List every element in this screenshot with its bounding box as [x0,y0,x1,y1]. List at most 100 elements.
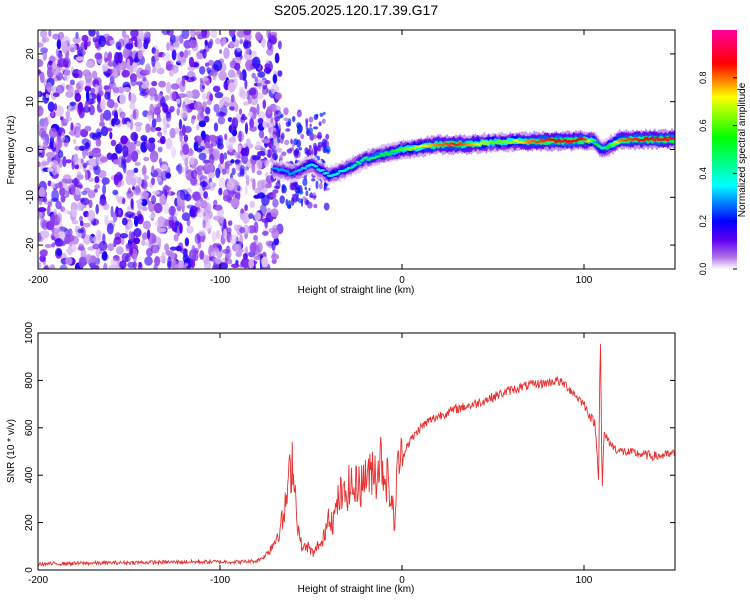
noise-speckle [191,169,198,179]
noise-speckle [95,247,100,258]
noise-speckle [91,153,99,158]
noise-speckle [233,39,240,48]
noise-speckle [202,48,207,59]
noise-speckle [215,230,221,239]
noise-speckle [168,205,177,217]
noise-speckle [38,59,44,68]
noise-speckle [143,175,149,180]
noise-speckle [77,101,84,113]
noise-speckle [89,235,93,244]
noise-speckle [179,51,184,58]
noise-speckle [189,39,198,49]
noise-speckle [214,256,222,264]
noise-speckle [198,120,206,128]
noise-speckle [277,111,282,116]
noise-speckle [234,49,238,57]
noise-speckle [300,198,304,207]
noise-speckle [231,167,236,176]
ridge-mark [582,138,587,141]
noise-speckle [76,49,86,57]
noise-speckle [279,195,285,204]
ridge-mark [554,140,559,144]
noise-speckle [271,137,274,147]
noise-speckle [88,104,95,116]
noise-speckle [74,145,81,151]
noise-speckle [131,61,137,73]
noise-speckle [136,38,142,50]
noise-speckle [72,154,78,166]
noise-speckle [256,159,263,171]
spectrogram-marks [38,30,675,269]
noise-speckle [114,110,118,123]
noise-speckle [205,141,210,149]
noise-speckle [213,199,218,206]
noise-speckle [186,225,194,234]
noise-speckle [126,193,132,200]
noise-speckle [317,131,322,140]
noise-speckle [177,93,187,98]
noise-speckle [85,89,90,102]
noise-speckle [275,181,281,190]
noise-speckle [81,190,88,196]
noise-speckle [248,213,254,219]
noise-speckle [227,79,231,84]
noise-speckle [285,121,291,127]
noise-speckle [90,264,100,269]
noise-speckle [254,212,262,221]
noise-speckle [230,263,240,269]
noise-speckle [266,48,274,56]
noise-speckle [225,138,235,148]
noise-speckle [307,127,313,134]
noise-speckle [206,99,212,105]
noise-speckle [253,235,258,241]
noise-speckle [41,161,50,166]
noise-speckle [113,174,120,186]
noise-speckle [199,181,208,188]
noise-speckle [132,253,137,263]
noise-speckle [226,169,230,175]
noise-speckle [67,104,72,111]
noise-speckle [194,31,203,36]
noise-speckle [80,158,84,164]
noise-speckle [73,177,79,188]
y-tick-label: -20 [25,237,36,252]
noise-speckle [100,98,106,111]
noise-speckle [80,197,90,206]
noise-speckle [254,77,258,83]
noise-speckle [122,145,129,158]
noise-speckle [169,44,174,52]
noise-speckle [56,249,63,257]
noise-speckle [129,102,136,110]
noise-speckle [42,50,48,61]
noise-speckle [278,40,282,50]
noise-speckle [154,49,160,58]
noise-speckle [270,144,276,151]
noise-speckle [45,151,55,158]
noise-speckle [104,214,109,226]
noise-speckle [100,156,108,163]
noise-speckle [193,140,199,152]
noise-speckle [134,161,141,166]
noise-speckle [175,35,180,43]
noise-speckle [47,167,54,172]
noise-speckle [84,100,89,112]
noise-speckle [300,133,305,139]
noise-speckle [53,209,58,216]
noise-speckle [57,150,64,159]
noise-speckle [302,196,307,201]
noise-speckle [158,157,163,165]
noise-speckle [271,258,277,264]
noise-speckle [217,116,226,125]
noise-speckle [258,130,265,139]
noise-speckle [40,218,46,229]
ridge-mark [552,138,557,142]
noise-speckle [242,253,248,260]
ridge-mark [298,168,303,171]
ridge-mark [285,170,290,173]
noise-speckle [261,139,271,144]
noise-speckle [173,233,179,242]
noise-speckle [84,85,92,92]
noise-speckle [158,94,163,100]
noise-speckle [51,61,58,70]
noise-speckle [298,147,302,151]
